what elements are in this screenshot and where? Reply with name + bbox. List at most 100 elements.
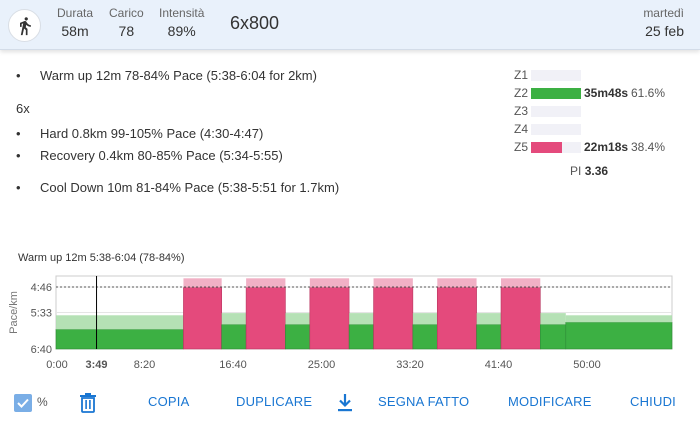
- runner-icon: [8, 9, 41, 42]
- zone-label: Z5: [514, 140, 529, 154]
- zone-time: 35m48s: [584, 86, 629, 100]
- pace-bar: [285, 324, 311, 350]
- pace-range-band: [285, 313, 310, 325]
- pace-bar: [436, 287, 477, 350]
- pace-range-band: [540, 313, 566, 325]
- zone-percent: 38.4%: [631, 140, 666, 154]
- pace-bar: [221, 324, 247, 350]
- download-icon[interactable]: [336, 392, 354, 414]
- pi-value: 3.36: [584, 164, 609, 178]
- zone-percent: 61.6%: [631, 86, 666, 100]
- pace-bar: [500, 287, 541, 350]
- load-value: 78: [118, 23, 135, 39]
- mark-done-button[interactable]: SEGNA FATTO: [378, 394, 470, 409]
- zone-label: Z4: [514, 122, 529, 136]
- pace-bar: [348, 324, 374, 350]
- step-hard: Hard 0.8km 99-105% Pace (4:30-4:47): [16, 126, 264, 141]
- intensity-label: Intensità: [159, 6, 205, 20]
- load-stat: Carico 78: [109, 6, 144, 40]
- pi-label: PI: [570, 164, 582, 178]
- x-tick-label: 3:49: [86, 359, 108, 371]
- duration-stat: Durata 58m: [57, 6, 93, 40]
- pace-range-band: [373, 278, 413, 288]
- zone-label: Z3: [514, 104, 529, 118]
- close-button[interactable]: CHIUDI: [630, 394, 676, 409]
- step-recovery-text: Recovery 0.4km 80-85% Pace (5:34-5:55): [40, 148, 283, 163]
- action-bar: % COPIA DUPLICARE SEGNA FATTO MODIFICARE…: [0, 388, 700, 418]
- y-tick-label: 5:33: [31, 308, 52, 320]
- zone-row-z2: Z2 35m48s 61.6%: [514, 86, 694, 100]
- pace-range-band: [309, 278, 350, 288]
- pace-bar: [55, 329, 184, 350]
- zone-distribution: Z1 Z2 35m48s 61.6% Z3 Z4 Z5 22m18s 38.4%: [514, 66, 694, 186]
- step-hard-text: Hard 0.8km 99-105% Pace (4:30-4:47): [40, 126, 264, 141]
- zone-row-z1: Z1: [514, 68, 694, 82]
- step-recovery: Recovery 0.4km 80-85% Pace (5:34-5:55): [16, 148, 283, 163]
- pace-range-band: [349, 313, 374, 325]
- pace-bar: [245, 287, 286, 350]
- zone-row-z4: Z4: [514, 122, 694, 136]
- pace-range-band: [246, 278, 286, 288]
- pace-range-band: [412, 313, 438, 325]
- day-of-week: martedì: [643, 6, 684, 20]
- pace-bar: [373, 287, 414, 350]
- pace-range-band: [565, 315, 672, 323]
- step-cooldown: Cool Down 10m 81-84% Pace (5:38-5:51 for…: [16, 180, 340, 195]
- pace-range-band: [56, 315, 184, 330]
- pace-bar: [565, 322, 673, 350]
- y-tick-label: 6:40: [31, 344, 52, 356]
- zone-label: Z1: [514, 68, 529, 82]
- pace-bar: [412, 324, 438, 350]
- x-tick-label: 41:40: [485, 359, 513, 371]
- percent-checkbox[interactable]: [14, 394, 32, 412]
- workout-date: martedì 25 feb: [643, 6, 684, 40]
- y-tick-label: 4:46: [31, 282, 52, 294]
- zone-bar: [531, 88, 581, 99]
- pace-range-band: [501, 278, 541, 288]
- pace-range-band: [221, 313, 247, 325]
- duration-value: 58m: [61, 23, 89, 39]
- zone-row-z5: Z5 22m18s 38.4%: [514, 140, 694, 154]
- x-tick-label: 16:40: [219, 359, 247, 371]
- repeat-count: 6x: [16, 101, 30, 116]
- trash-icon[interactable]: [78, 392, 98, 414]
- zone-bar-bg: [531, 106, 581, 117]
- step-warmup-text: Warm up 12m 78-84% Pace (5:38-6:04 for 2…: [40, 68, 317, 83]
- pace-bar: [540, 324, 567, 350]
- x-tick-label: 25:00: [308, 359, 336, 371]
- duration-label: Durata: [57, 6, 94, 20]
- zone-bar-bg: [531, 124, 581, 135]
- chart-hover-label: Warm up 12m 5:38-6:04 (78-84%): [18, 252, 185, 264]
- pace-bar: [309, 287, 350, 350]
- step-warmup: Warm up 12m 78-84% Pace (5:38-6:04 for 2…: [16, 68, 317, 83]
- pace-range-band: [183, 278, 222, 288]
- intensity-value: 89%: [167, 23, 196, 39]
- zone-time: 22m18s: [584, 140, 629, 154]
- pace-chart[interactable]: 4:46 5:33 6:40 Pace/km 0:00 3:49 8:20 16:40 25:0…: [0, 262, 700, 374]
- y-axis-label: Pace/km: [8, 291, 20, 334]
- x-tick-label: 33:20: [396, 359, 424, 371]
- pace-range-band: [476, 313, 502, 325]
- zone-row-z3: Z3: [514, 104, 694, 118]
- zone-bar: [531, 142, 562, 153]
- workout-header: Durata 58m Carico 78 Intensità 89% 6x800…: [0, 0, 700, 50]
- pace-range-band: [437, 278, 477, 288]
- date-value: 25 feb: [645, 23, 684, 39]
- edit-button[interactable]: MODIFICARE: [508, 394, 592, 409]
- pi-indicator: PI 3.36: [570, 164, 608, 178]
- percent-label: %: [37, 395, 48, 409]
- pace-bar: [183, 287, 222, 350]
- x-tick-label: 50:00: [573, 359, 601, 371]
- zone-label: Z2: [514, 86, 529, 100]
- duplicate-button[interactable]: DUPLICARE: [236, 394, 313, 409]
- workout-title: 6x800: [230, 13, 280, 33]
- pace-bar: [476, 324, 502, 350]
- x-tick-label: 8:20: [134, 359, 155, 371]
- load-label: Carico: [109, 6, 144, 20]
- x-tick-label: 0:00: [46, 359, 67, 371]
- step-cooldown-text: Cool Down 10m 81-84% Pace (5:38-5:51 for…: [40, 180, 340, 195]
- check-icon: [17, 398, 29, 408]
- copy-button[interactable]: COPIA: [148, 394, 190, 409]
- zone-bar-bg: [531, 70, 581, 81]
- intensity-stat: Intensità 89%: [159, 6, 204, 40]
